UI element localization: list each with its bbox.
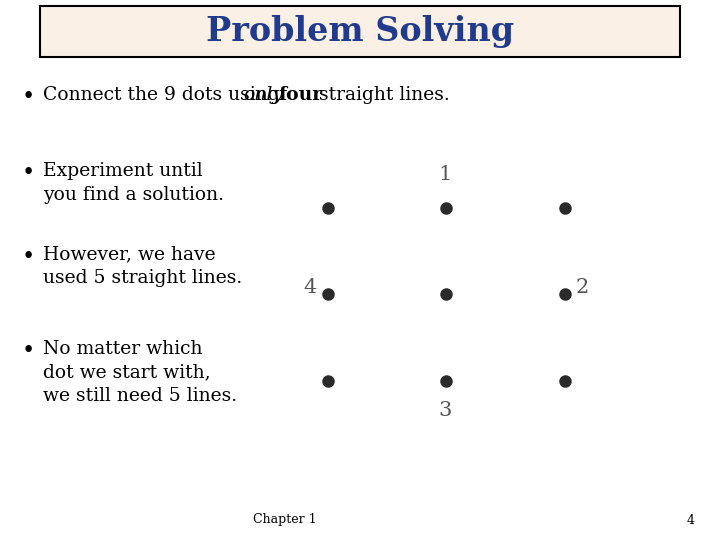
Text: •: • <box>22 86 35 109</box>
Text: 4: 4 <box>304 278 317 297</box>
Text: •: • <box>22 162 35 184</box>
Text: 4: 4 <box>687 514 695 526</box>
Text: No matter which
dot we start with,
we still need 5 lines.: No matter which dot we start with, we st… <box>43 340 238 406</box>
Text: Experiment until
you find a solution.: Experiment until you find a solution. <box>43 162 224 204</box>
Text: four: four <box>278 86 322 104</box>
Text: •: • <box>22 246 35 268</box>
Text: 3: 3 <box>438 401 451 420</box>
Text: •: • <box>22 340 35 362</box>
Text: Chapter 1: Chapter 1 <box>253 514 316 526</box>
Text: Connect the 9 dots using: Connect the 9 dots using <box>43 86 286 104</box>
Text: However, we have
used 5 straight lines.: However, we have used 5 straight lines. <box>43 246 243 287</box>
Text: 1: 1 <box>438 165 451 184</box>
FancyBboxPatch shape <box>40 6 680 57</box>
Text: Problem Solving: Problem Solving <box>206 15 514 48</box>
Text: 2: 2 <box>576 278 589 297</box>
Text: straight lines.: straight lines. <box>313 86 450 104</box>
Text: only: only <box>243 86 284 104</box>
